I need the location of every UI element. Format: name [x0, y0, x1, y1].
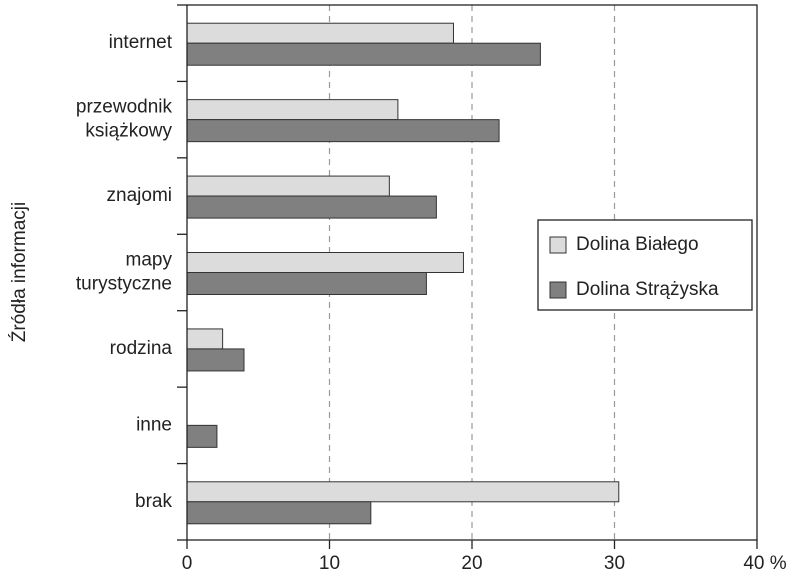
bar [186, 42, 541, 66]
bar [186, 99, 399, 121]
x-tick-label: 10 [319, 553, 340, 574]
y-tick-label: przewodnik książkowy [76, 97, 173, 142]
x-tick-label: 30 [604, 553, 625, 574]
y-tick-label: inne [136, 414, 172, 435]
legend-label: Dolina Białego [576, 234, 699, 255]
bar [186, 501, 372, 525]
bar [186, 348, 245, 372]
bar [186, 195, 437, 219]
x-tick-label: 20 [461, 553, 482, 574]
bar [186, 252, 464, 273]
y-tick-label: znajomi [107, 185, 172, 206]
y-axis-label: Źródła informacji [9, 202, 30, 342]
bar [186, 328, 224, 350]
y-tick-label: rodzina [110, 338, 173, 359]
plot-frame [186, 4, 758, 541]
legend-box [537, 219, 753, 311]
y-tick-label: mapy turystyczne [76, 250, 173, 295]
bar [186, 22, 454, 44]
y-tick-label: internet [109, 32, 173, 53]
bar [186, 481, 620, 503]
bar [186, 272, 427, 295]
x-tick-label: 40 % [743, 553, 786, 574]
bar [186, 424, 218, 448]
legend-swatch [549, 281, 567, 299]
legend-swatch [549, 236, 567, 254]
x-tick-label: 0 [182, 553, 193, 574]
bar [186, 175, 390, 197]
y-tick-label: brak [135, 491, 172, 512]
bar [186, 119, 500, 143]
legend-label: Dolina Strążyska [576, 279, 719, 300]
